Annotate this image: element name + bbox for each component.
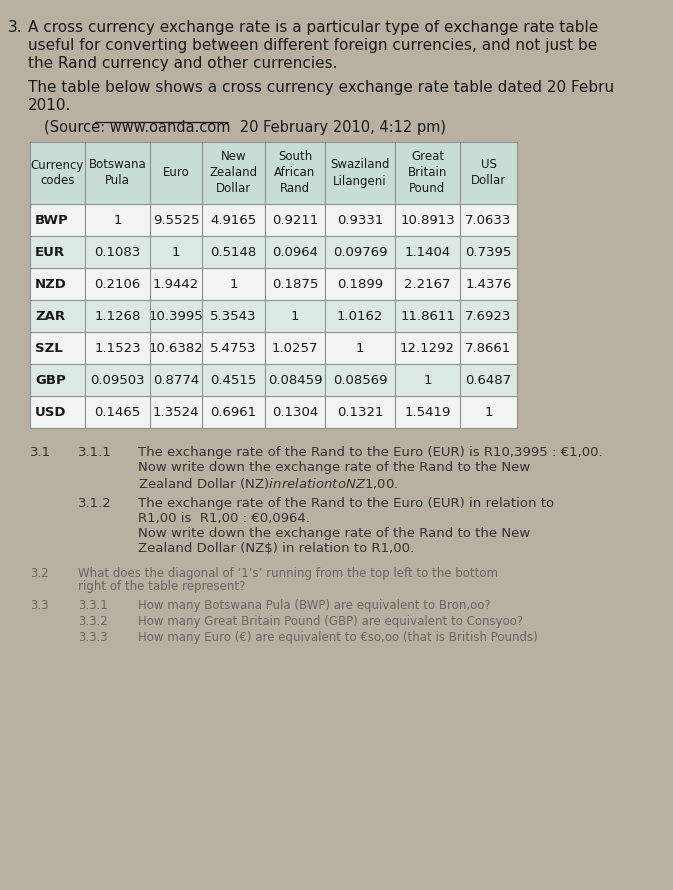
Text: The table below shows a cross currency exchange rate table dated 20 Febru: The table below shows a cross currency e…: [28, 80, 614, 95]
Text: 2010.: 2010.: [28, 98, 71, 113]
Text: 5.3543: 5.3543: [210, 310, 257, 322]
Text: useful for converting between different foreign currencies, and not just be: useful for converting between different …: [28, 38, 597, 53]
Text: 1: 1: [172, 246, 180, 258]
Text: 1.5419: 1.5419: [404, 406, 451, 418]
Text: 0.08459: 0.08459: [268, 374, 322, 386]
Text: 10.3995: 10.3995: [149, 310, 203, 322]
Text: 3.3.3: 3.3.3: [78, 631, 108, 644]
Text: R1,00 is  R1,00 : €0,0964.: R1,00 is R1,00 : €0,0964.: [138, 512, 310, 525]
Text: How many Great Britain Pound (GBP) are equivalent to Consyoo?: How many Great Britain Pound (GBP) are e…: [138, 615, 523, 628]
Text: 1.9442: 1.9442: [153, 278, 199, 290]
Text: 2.2167: 2.2167: [404, 278, 451, 290]
Bar: [30, 268, 517, 300]
Text: 1: 1: [485, 406, 493, 418]
Text: 7.0633: 7.0633: [465, 214, 511, 226]
Text: 0.09769: 0.09769: [332, 246, 387, 258]
Text: 0.9211: 0.9211: [272, 214, 318, 226]
Text: 0.8774: 0.8774: [153, 374, 199, 386]
Text: 1: 1: [423, 374, 432, 386]
Text: 10.6382: 10.6382: [149, 342, 203, 354]
Text: 3.1.2: 3.1.2: [78, 497, 112, 510]
Text: SZL: SZL: [35, 342, 63, 354]
Text: 3.3.2: 3.3.2: [78, 615, 108, 628]
Text: What does the diagonal of ‘1’s’ running from the top left to the bottom: What does the diagonal of ‘1’s’ running …: [78, 567, 498, 580]
Text: Botswana
Pula: Botswana Pula: [89, 158, 146, 188]
Text: USD: USD: [35, 406, 67, 418]
Text: right of the table represent?: right of the table represent?: [78, 580, 246, 593]
Text: 10.8913: 10.8913: [400, 214, 455, 226]
Text: 1.0257: 1.0257: [272, 342, 318, 354]
Text: 0.08569: 0.08569: [332, 374, 387, 386]
Text: Now write down the exchange rate of the Rand to the New: Now write down the exchange rate of the …: [138, 527, 530, 540]
Text: 1: 1: [229, 278, 238, 290]
Text: Now write down the exchange rate of the Rand to the New: Now write down the exchange rate of the …: [138, 461, 530, 474]
Text: 1: 1: [356, 342, 364, 354]
Text: 0.0964: 0.0964: [272, 246, 318, 258]
Text: 4.9165: 4.9165: [211, 214, 256, 226]
Text: 11.8611: 11.8611: [400, 310, 455, 322]
Text: Zealand Dollar (NZ$) in relation to R1,00.: Zealand Dollar (NZ$) in relation to R1,0…: [138, 542, 414, 555]
Text: 0.1465: 0.1465: [94, 406, 141, 418]
Bar: [30, 364, 517, 396]
Text: Great
Britain
Pound: Great Britain Pound: [408, 150, 447, 196]
Text: 3.3: 3.3: [30, 599, 48, 612]
Text: 12.1292: 12.1292: [400, 342, 455, 354]
Text: 0.09503: 0.09503: [90, 374, 145, 386]
Text: 0.4515: 0.4515: [210, 374, 256, 386]
Text: 1.0162: 1.0162: [336, 310, 383, 322]
Text: 0.1304: 0.1304: [272, 406, 318, 418]
Text: 0.6961: 0.6961: [211, 406, 256, 418]
Text: 0.9331: 0.9331: [336, 214, 383, 226]
Text: 3.1: 3.1: [30, 446, 51, 459]
Text: 7.6923: 7.6923: [465, 310, 511, 322]
Text: How many Botswana Pula (BWP) are equivalent to Bron,oo?: How many Botswana Pula (BWP) are equival…: [138, 599, 491, 612]
Text: South
African
Rand: South African Rand: [275, 150, 316, 196]
Bar: [30, 332, 517, 364]
Text: 0.1899: 0.1899: [337, 278, 383, 290]
Text: 0.1875: 0.1875: [272, 278, 318, 290]
Text: NZD: NZD: [35, 278, 67, 290]
Text: 3.: 3.: [8, 20, 23, 35]
Text: 9.5525: 9.5525: [153, 214, 199, 226]
Bar: [30, 396, 517, 428]
Text: The exchange rate of the Rand to the Euro (EUR) in relation to: The exchange rate of the Rand to the Eur…: [138, 497, 554, 510]
Text: the Rand currency and other currencies.: the Rand currency and other currencies.: [28, 56, 337, 71]
Bar: [30, 236, 517, 268]
Text: GBP: GBP: [35, 374, 66, 386]
Text: 1.1404: 1.1404: [404, 246, 451, 258]
Text: Currency
codes: Currency codes: [31, 158, 84, 188]
Text: 0.5148: 0.5148: [211, 246, 256, 258]
Text: 3.3.1: 3.3.1: [78, 599, 108, 612]
Text: 1.1268: 1.1268: [94, 310, 141, 322]
Text: 0.2106: 0.2106: [94, 278, 141, 290]
Text: Euro: Euro: [163, 166, 189, 180]
Text: New
Zealand
Dollar: New Zealand Dollar: [209, 150, 258, 196]
Text: 7.8661: 7.8661: [465, 342, 511, 354]
Text: The exchange rate of the Rand to the Euro (EUR) is R10,3995 : €1,00.: The exchange rate of the Rand to the Eur…: [138, 446, 602, 459]
Text: 3.1.1: 3.1.1: [78, 446, 112, 459]
Text: 0.7395: 0.7395: [465, 246, 511, 258]
Text: (Source: www.oanda.com  20 February 2010, 4:12 pm): (Source: www.oanda.com 20 February 2010,…: [44, 120, 446, 135]
Text: 1.4376: 1.4376: [465, 278, 511, 290]
Text: 1: 1: [291, 310, 299, 322]
Text: ZAR: ZAR: [35, 310, 65, 322]
Bar: [30, 142, 517, 204]
Text: How many Euro (€) are equivalent to €so,oo (that is British Pounds): How many Euro (€) are equivalent to €so,…: [138, 631, 538, 644]
Text: 1: 1: [113, 214, 122, 226]
Text: 0.1083: 0.1083: [94, 246, 141, 258]
Text: 1.1523: 1.1523: [94, 342, 141, 354]
Text: BWP: BWP: [35, 214, 69, 226]
Text: 3.2: 3.2: [30, 567, 48, 580]
Bar: [30, 300, 517, 332]
Text: 1.3524: 1.3524: [153, 406, 199, 418]
Text: 0.6487: 0.6487: [466, 374, 511, 386]
Bar: [30, 204, 517, 236]
Text: 0.1321: 0.1321: [336, 406, 383, 418]
Text: EUR: EUR: [35, 246, 65, 258]
Text: Zealand Dollar (NZ$) in relation to NZ$1,00.: Zealand Dollar (NZ$) in relation to NZ$1…: [138, 476, 398, 491]
Text: A cross currency exchange rate is a particular type of exchange rate table: A cross currency exchange rate is a part…: [28, 20, 598, 35]
Text: Swaziland
Lilangeni: Swaziland Lilangeni: [330, 158, 390, 188]
Text: US
Dollar: US Dollar: [471, 158, 506, 188]
Text: 5.4753: 5.4753: [210, 342, 257, 354]
